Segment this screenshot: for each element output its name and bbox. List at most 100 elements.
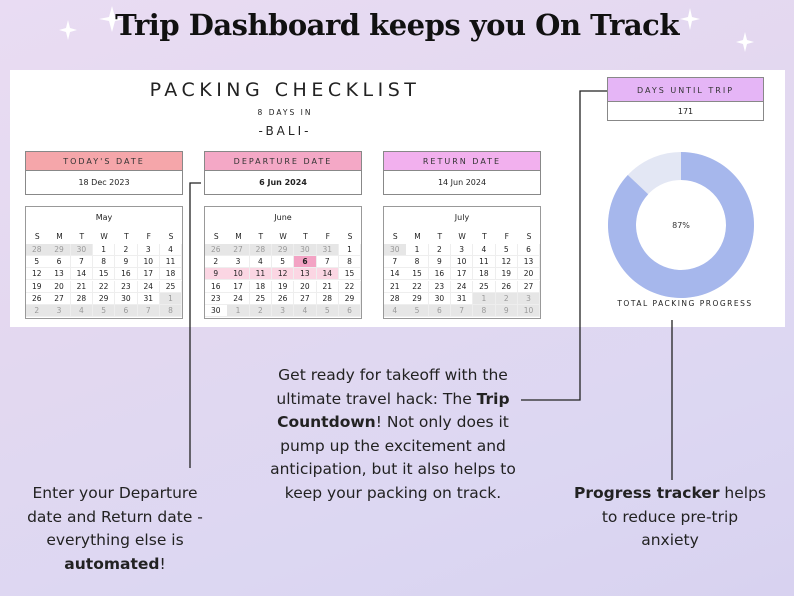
calendar-day: 10 [227,268,250,281]
calendar-day: 24 [227,292,250,305]
calendar-day: 7 [316,256,339,269]
note-text: Countdown [277,413,376,431]
calendar-day: 2 [495,292,518,305]
note-text: helps [719,484,767,502]
calendar-day: 24 [450,280,474,293]
calendar-day: 12 [26,268,49,281]
month-name: June [274,213,292,222]
calendar-day: 20 [517,268,541,281]
calendar-day: 9 [115,256,138,269]
calendar-day: 21 [384,280,407,293]
calendar-day: 29 [92,292,116,305]
calendar-day: 18 [159,268,183,281]
calendar-day: 3 [227,256,250,269]
todays-date-value: 18 Dec 2023 [25,171,183,195]
calendar-day: 5 [26,256,49,269]
weekday: T [258,232,264,241]
calendar-day: 24 [137,280,160,293]
sheet-subheading: 8 DAYS IN [257,108,313,117]
calendar-day: 15 [338,268,362,281]
note-line: pump up the excitement and [193,435,593,459]
weekday: S [34,232,40,241]
calendar-day: 8 [406,256,429,269]
calendar-day: 10 [517,305,541,317]
departure-date-label: DEPARTURE DATE [204,151,362,171]
weekday: F [504,232,509,241]
calendar-day: 8 [92,256,116,269]
calendar-day: 18 [249,280,273,293]
sparkle [99,6,125,32]
calendar-day: 10 [137,256,160,269]
calendar-day: 29 [48,244,71,256]
calendar-day: 9 [205,268,228,281]
calendar-day: 30 [294,244,317,256]
weekday: W [100,232,108,241]
calendar-day: 8 [159,305,183,317]
calendar-day: 26 [271,292,295,305]
weekday: S [347,232,353,241]
calendar-day: 1 [406,244,429,256]
calendar-day: 7 [137,305,160,317]
calendar-day: 17 [450,268,474,281]
month-name: July [454,213,470,222]
weekday: S [213,232,219,241]
calendar-day: 27 [517,280,541,293]
weekday: T [303,232,308,241]
calendar-day: 4 [473,244,496,256]
calendar-day: 3 [450,244,474,256]
calendar-day: 4 [294,305,317,317]
sparkle [680,8,700,30]
calendar-day: 7 [70,256,94,269]
calendar-day: 29 [271,244,295,256]
note-text: Trip [476,389,510,408]
note-text: Get ready for takeoff with the [278,366,508,384]
progress-donut: 87% [608,152,754,298]
calendar-day: 25 [473,280,496,293]
calendar-day: 19 [271,280,295,293]
calendar-day: 31 [137,292,160,305]
calendar-day: 8 [473,305,496,317]
calendar-day: 23 [205,292,228,305]
calendar-day: 5 [316,305,339,317]
calendar-day: 3 [271,305,295,317]
calendar-day: 7 [384,256,407,269]
calendar-day: 6 [48,256,71,269]
calendar-day: 2 [428,244,452,256]
note-text: anticipation, but it also helps to [270,460,516,478]
note-line: Get ready for takeoff with the [193,364,593,388]
calendar-day: 11 [473,256,496,269]
weekday: T [437,232,443,241]
days-until-label: DAYS UNTIL TRIP [607,77,764,102]
calendar-day: 23 [115,280,138,293]
weekday: S [168,232,174,241]
return-date-value: 14 Jun 2024 [383,171,541,195]
weekday: M [56,232,63,241]
note-line: ultimate travel hack: The Trip [193,388,593,412]
weekday: S [392,232,398,241]
calendar-day: 6 [338,305,362,317]
calendar-day: 30 [428,292,452,305]
calendar-day: 25 [159,280,183,293]
calendar-day: 1 [338,244,362,256]
calendar-day: 28 [249,244,273,256]
calendar-day: 16 [115,268,138,281]
calendar-day: 12 [271,268,295,281]
calendar-day: 13 [48,268,71,281]
calendar-day: 10 [450,256,474,269]
calendar-day: 2 [115,244,138,256]
calendar-day: 11 [159,256,183,269]
return-date-label: RETURN DATE [383,151,541,171]
calendar-day: 9 [428,256,452,269]
calendar-day: 2 [205,256,228,269]
note-line: date and Return date - [0,506,315,530]
weekday: M [235,232,242,241]
calendar-day: 21 [316,280,339,293]
calendar-day: 4 [159,244,183,256]
note-text: anxiety [641,531,699,549]
calendar-day: 27 [48,292,71,305]
weekday: W [279,232,287,241]
todays-date-label: TODAY'S DATE [25,151,183,171]
calendar-day: 3 [517,292,541,305]
